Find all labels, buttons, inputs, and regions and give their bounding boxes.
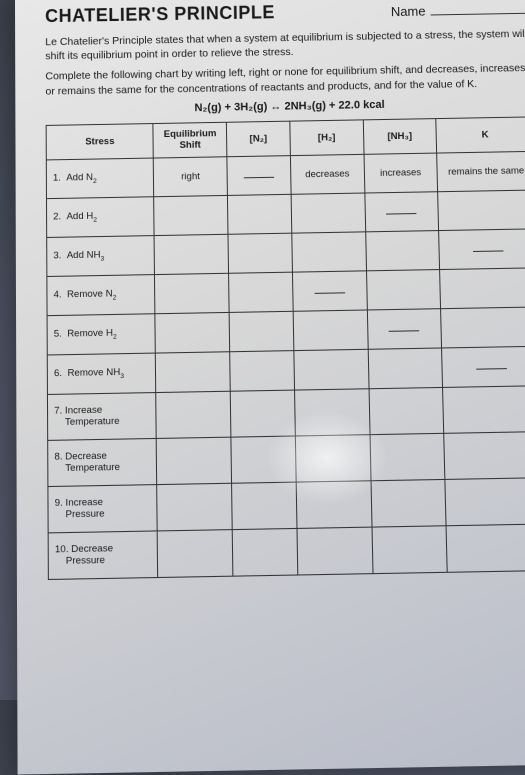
cell-h2 <box>294 349 369 390</box>
cell-stress: 7. Increase Temperature <box>47 392 156 440</box>
cell-stress: 2. Add H2 <box>46 196 154 237</box>
cell-h2 <box>292 232 366 272</box>
cell-k <box>446 524 525 572</box>
cell-n2 <box>227 194 291 234</box>
col-shift: Equilibrium Shift <box>153 122 227 158</box>
cell-shift: right <box>154 156 228 196</box>
cell-k <box>442 346 525 387</box>
cell-h2: decreases <box>290 154 364 194</box>
table-row: 10. Decrease Pressure <box>48 524 525 579</box>
cell-h2 <box>292 271 366 311</box>
worksheet-paper: CHATELIER'S PRINCIPLE Name Le Chatelier'… <box>15 0 525 775</box>
cell-stress: 8. Decrease Temperature <box>48 438 157 486</box>
cell-h2 <box>297 527 373 575</box>
col-h2: [H₂] <box>290 120 364 156</box>
cell-k: remains the same <box>437 151 525 191</box>
chemical-equation: N₂(g) + 3H₂(g) ↔ 2NH₃(g) + 22.0 kcal <box>46 96 525 117</box>
cell-n2 <box>229 272 294 312</box>
cell-shift <box>154 195 228 235</box>
cell-stress: 9. Increase Pressure <box>48 484 158 532</box>
col-n2: [N₂] <box>226 121 290 157</box>
cell-h2 <box>295 388 370 435</box>
blank-line <box>314 292 344 294</box>
cell-stress: 10. Decrease Pressure <box>48 531 158 580</box>
cell-n2 <box>232 482 297 529</box>
blank-line <box>473 250 503 252</box>
cell-n2 <box>229 311 294 351</box>
cell-shift <box>155 312 229 353</box>
cell-h2 <box>291 193 365 233</box>
cell-k <box>444 431 525 479</box>
cell-h2 <box>295 434 370 481</box>
cell-shift <box>158 529 233 577</box>
cell-nh3 <box>370 433 445 480</box>
cell-h2 <box>293 310 368 351</box>
cell-nh3 <box>371 479 447 527</box>
cell-nh3 <box>368 348 443 389</box>
cell-stress: 1. Add N2 <box>46 158 154 199</box>
cell-stress: 3. Add NH3 <box>47 235 155 276</box>
col-nh3: [NH₃] <box>363 118 437 154</box>
cell-stress: 5. Remove H2 <box>47 313 156 354</box>
cell-n2 <box>232 528 297 576</box>
cell-nh3 <box>364 191 438 231</box>
cell-k <box>440 267 525 308</box>
page-title: CHATELIER'S PRINCIPLE <box>45 2 275 27</box>
cell-shift <box>155 273 229 313</box>
cell-nh3 <box>372 525 448 573</box>
col-k: K <box>436 117 525 153</box>
cell-stress: 6. Remove NH3 <box>47 353 156 394</box>
cell-shift <box>157 437 232 484</box>
cell-k <box>439 229 525 270</box>
blank-line <box>476 368 507 370</box>
cell-nh3 <box>369 387 444 434</box>
instructions-paragraph: Complete the following chart by writing … <box>45 61 525 98</box>
cell-k <box>441 307 525 348</box>
col-stress: Stress <box>46 123 154 159</box>
blank-line <box>389 330 420 332</box>
cell-n2 <box>230 350 295 391</box>
cell-n2 <box>227 155 291 195</box>
cell-n2 <box>228 233 292 273</box>
blank-line <box>386 213 416 215</box>
cell-shift <box>155 234 229 274</box>
cell-k <box>445 477 525 525</box>
cell-nh3 <box>367 308 442 349</box>
cell-k <box>443 385 525 433</box>
cell-h2 <box>296 480 371 528</box>
blank-line <box>244 176 274 178</box>
cell-n2 <box>230 390 295 437</box>
name-label: Name <box>391 4 426 20</box>
cell-shift <box>157 483 232 531</box>
cell-shift <box>156 351 231 392</box>
table-row: 9. Increase Pressure <box>48 477 525 532</box>
cell-stress: 4. Remove N2 <box>47 274 155 315</box>
cell-k <box>438 190 525 231</box>
cell-nh3 <box>365 230 439 270</box>
worksheet-table: Stress Equilibrium Shift [N₂] [H₂] [NH₃]… <box>46 116 525 580</box>
cell-nh3 <box>366 269 441 309</box>
name-field: Name <box>391 1 525 21</box>
cell-nh3: increases <box>364 153 438 193</box>
intro-paragraph: Le Chatelier's Principle states that whe… <box>45 27 525 64</box>
cell-shift <box>156 391 231 438</box>
name-blank-line <box>431 13 525 16</box>
header-row: CHATELIER'S PRINCIPLE Name <box>45 0 525 27</box>
cell-n2 <box>231 436 296 483</box>
